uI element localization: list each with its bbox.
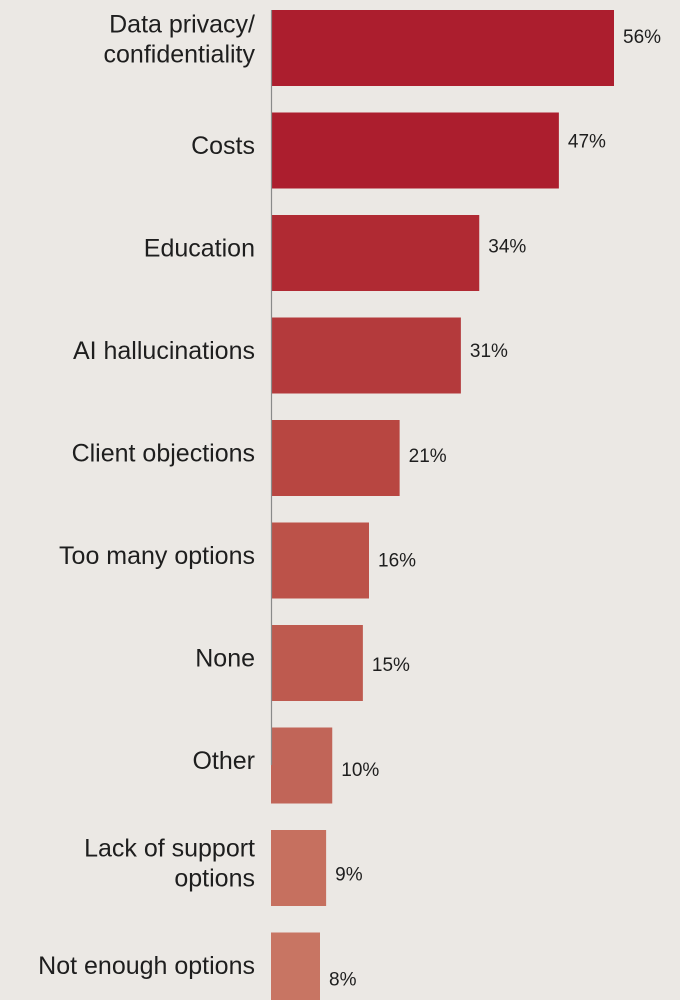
- bar-costs: [271, 112, 559, 189]
- category-label-line: options: [174, 865, 255, 893]
- value-label-education: 34%: [488, 236, 526, 257]
- value-labels-group: 56% 47% 34% 31% 21% 16% 15% 10% 9% 8%: [329, 27, 661, 990]
- category-label-line: AI hallucinations: [73, 337, 255, 365]
- category-label-line: Education: [144, 235, 255, 263]
- category-label-line: Not enough options: [38, 952, 255, 980]
- bar-lack-of-support-options: [271, 830, 327, 906]
- bar-none: [271, 625, 363, 701]
- category-label-ai-hallucinations: AI hallucinations: [73, 337, 255, 365]
- bar-too-many-options: [271, 522, 369, 599]
- bar-not-enough-options: [271, 932, 320, 1000]
- category-label-line: Lack of support: [84, 835, 255, 863]
- value-label-too-many-options: 16%: [378, 551, 416, 572]
- value-label-ai-hallucinations: 31%: [470, 341, 508, 362]
- bar-ai-hallucinations: [271, 317, 461, 394]
- category-label-line: Client objections: [72, 440, 255, 468]
- bar-data-privacy-confidentiality: [271, 10, 614, 86]
- bar-client-objections: [271, 420, 400, 496]
- value-label-other: 10%: [341, 760, 379, 781]
- category-label-data-privacy-confidentiality: Data privacy/confidentiality: [104, 11, 256, 69]
- category-label-other: Other: [192, 747, 255, 775]
- value-label-data-privacy-confidentiality: 56%: [623, 27, 661, 48]
- category-label-none: None: [195, 645, 255, 673]
- value-label-lack-of-support-options: 9%: [335, 865, 363, 886]
- bar-other: [271, 727, 333, 804]
- category-label-client-objections: Client objections: [72, 440, 255, 468]
- category-label-too-many-options: Too many options: [59, 542, 255, 570]
- value-label-not-enough-options: 8%: [329, 969, 357, 990]
- bar-education: [271, 215, 480, 291]
- category-label-line: Costs: [191, 132, 255, 160]
- category-label-line: confidentiality: [104, 41, 256, 69]
- bars-group: [271, 10, 614, 1000]
- category-label-costs: Costs: [191, 132, 255, 160]
- category-label-line: Other: [192, 747, 255, 775]
- category-label-not-enough-options: Not enough options: [38, 952, 255, 980]
- value-label-costs: 47%: [568, 132, 606, 153]
- category-label-education: Education: [144, 235, 255, 263]
- category-label-line: None: [195, 645, 255, 673]
- category-labels-group: Data privacy/confidentiality Costs Educati…: [38, 11, 255, 981]
- value-label-none: 15%: [372, 655, 410, 676]
- category-label-line: Data privacy/: [109, 11, 255, 39]
- category-label-lack-of-support-options: Lack of support options: [84, 835, 255, 893]
- value-label-client-objections: 21%: [409, 446, 447, 467]
- category-label-line: Too many options: [59, 542, 255, 570]
